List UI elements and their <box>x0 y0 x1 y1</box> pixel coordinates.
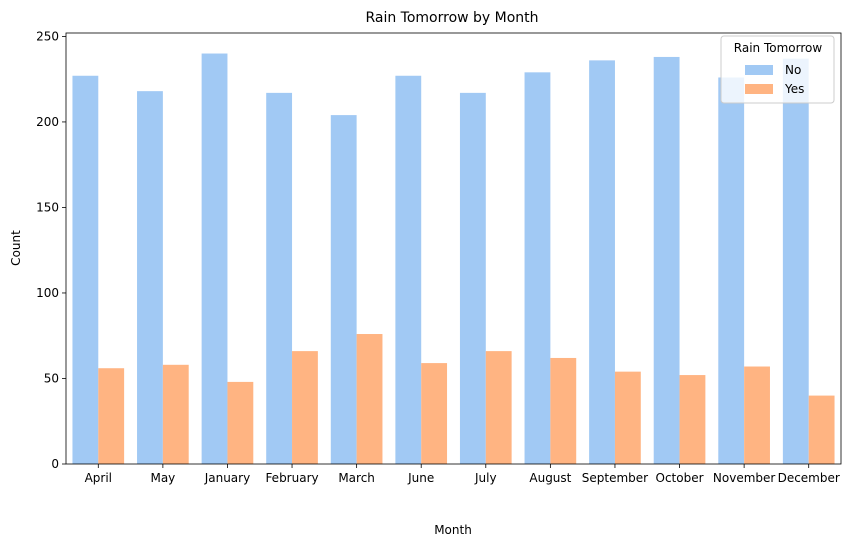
x-axis-ticks: April May January February March June July Augu… <box>85 464 840 485</box>
bar-yes-august <box>550 357 577 464</box>
legend-label-yes: Yes <box>784 82 804 96</box>
bar-yes-september <box>614 371 641 464</box>
bar-no-april <box>72 75 99 464</box>
bars-group <box>72 53 835 465</box>
bar-yes-april <box>98 368 125 464</box>
legend: Rain Tomorrow No Yes <box>720 35 835 104</box>
bar-no-september <box>589 60 615 464</box>
bar-yes-november <box>744 366 770 464</box>
y-tick-label: 100 <box>36 286 59 300</box>
bar-no-january <box>201 53 228 465</box>
y-tick-label: 200 <box>36 115 59 129</box>
bar-no-july <box>459 92 486 464</box>
bar-no-december <box>782 58 809 465</box>
x-tick-label: September <box>582 471 648 485</box>
bar-yes-february <box>292 351 318 464</box>
plot-frame <box>65 32 842 465</box>
bar-no-october <box>653 56 680 464</box>
x-tick-label: October <box>656 471 704 485</box>
x-tick-label: January <box>204 471 251 485</box>
bar-no-august <box>524 72 551 464</box>
x-tick-label: November <box>713 471 775 485</box>
y-tick-label: 50 <box>44 371 59 385</box>
y-tick-label: 0 <box>51 457 59 471</box>
legend-title: Rain Tomorrow <box>734 41 823 55</box>
x-tick-label: February <box>265 471 318 485</box>
bar-yes-may <box>162 364 189 464</box>
legend-swatch-yes <box>745 84 773 94</box>
x-axis-label: Month <box>434 523 472 537</box>
chart-title: Rain Tomorrow by Month <box>365 10 538 26</box>
x-tick-label: March <box>338 471 375 485</box>
bar-yes-january <box>227 381 254 464</box>
y-tick-label: 150 <box>36 200 59 214</box>
bar-no-june <box>395 75 422 464</box>
x-tick-label: August <box>529 471 571 485</box>
legend-swatch-no <box>745 65 773 75</box>
y-axis-ticks: 0 50 100 150 200 250 <box>36 29 66 471</box>
legend-label-no: No <box>785 63 801 77</box>
x-tick-label: July <box>474 471 497 485</box>
y-axis-label: Count <box>9 230 23 266</box>
x-tick-label: May <box>150 471 175 485</box>
bar-yes-march <box>356 334 383 464</box>
bar-yes-october <box>679 375 706 464</box>
bar-yes-june <box>421 363 448 464</box>
x-tick-label: April <box>85 471 112 485</box>
bar-yes-december <box>808 395 835 464</box>
bar-no-november <box>718 77 745 464</box>
bar-yes-july <box>485 351 512 464</box>
x-tick-label: June <box>407 471 434 485</box>
x-tick-label: December <box>778 471 840 485</box>
bar-no-may <box>137 91 163 465</box>
bar-no-march <box>330 115 357 464</box>
y-tick-label: 250 <box>36 29 59 43</box>
bar-no-february <box>266 92 293 464</box>
